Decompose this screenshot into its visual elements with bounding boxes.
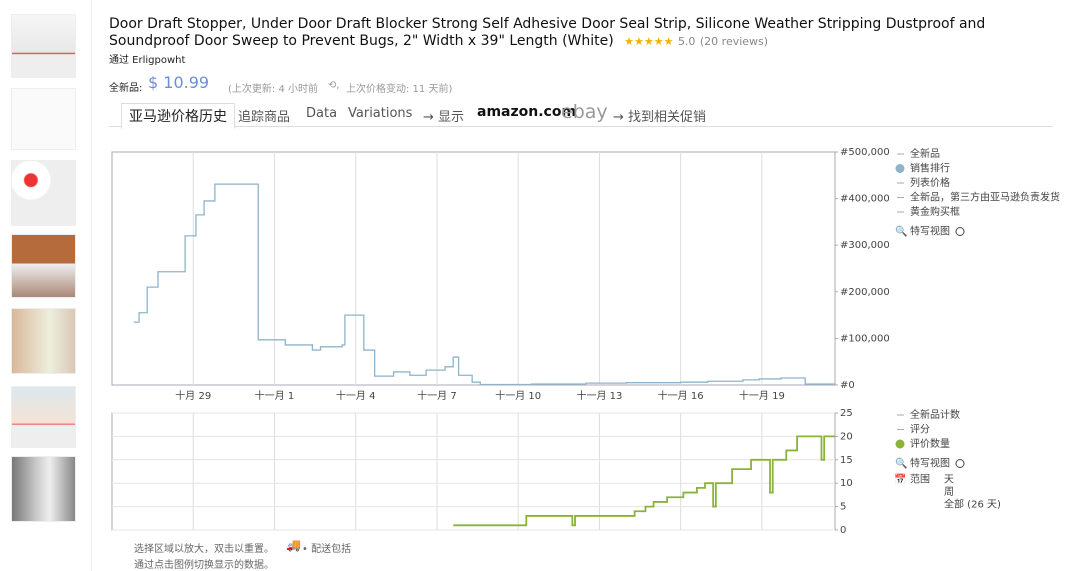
footer-note: • 配送包括	[302, 544, 352, 555]
y-tick-label: 5	[840, 502, 846, 513]
thumbnail[interactable]	[11, 160, 76, 226]
y-tick-label: #500,000	[840, 147, 890, 158]
toggle[interactable]	[955, 459, 965, 468]
closeup-icon: 🔍	[895, 225, 907, 238]
truck-icon: 🚚	[286, 538, 301, 552]
legend-entry[interactable]: 全新品	[910, 147, 940, 160]
y-tick-label: 15	[840, 455, 853, 466]
range-label: 范围	[910, 473, 930, 486]
thumbnail[interactable]	[11, 88, 76, 150]
amazon-link[interactable]: amazon.com	[477, 104, 577, 120]
legend-entry[interactable]: 评分	[910, 424, 930, 436]
legend-entry[interactable]: 销售排行	[910, 162, 950, 175]
rating: 5.0	[677, 35, 696, 48]
legend-entry[interactable]: 评价数量	[910, 437, 950, 450]
legend-dot	[895, 439, 905, 449]
product-title: Door Draft Stopper, Under Door Draft Blo…	[109, 16, 1059, 50]
legend-dot	[895, 164, 905, 173]
tabs: 亚马逊价格历史 追踪商品 Data Variations → 显示 amazon…	[109, 101, 1053, 129]
thumbnail[interactable]	[11, 386, 76, 448]
thumbnail[interactable]	[11, 14, 76, 78]
seller[interactable]: 通过 Erligpowht	[109, 55, 186, 66]
thumbnail[interactable]	[11, 456, 76, 522]
x-tick-label: 十一月 1	[255, 389, 295, 402]
range-option[interactable]: 天	[944, 475, 954, 486]
series-line	[453, 435, 835, 527]
reviews[interactable]: (20 reviews)	[699, 35, 769, 48]
closeup-icon: 🔍	[895, 457, 907, 470]
closeup-toggle[interactable]: 特写视图	[910, 225, 950, 238]
y-tick-label: 20	[840, 431, 853, 442]
tab[interactable]: 追踪商品	[238, 110, 291, 125]
legend-entry[interactable]: 列表价格	[910, 176, 950, 189]
series-line	[133, 183, 835, 386]
x-tick-label: 十一月 7	[417, 389, 457, 402]
x-tick-label: 十月 29	[175, 389, 211, 402]
tab[interactable]: Data	[306, 106, 338, 121]
x-tick-label: 十一月 4	[336, 389, 376, 402]
x-tick-label: 十一月 13	[576, 389, 622, 402]
legend-entry[interactable]: 黄金购买框	[910, 205, 960, 218]
plot-area	[111, 412, 836, 531]
divider	[91, 0, 92, 571]
footer-note: 选择区域以放大，双击以重置。	[134, 544, 274, 555]
plot-area	[111, 151, 836, 386]
stars: ★★★★★	[624, 35, 674, 48]
refresh-icon: ⟲,	[328, 80, 340, 91]
tab[interactable]: 亚马逊价格历史	[121, 103, 235, 129]
y-tick-label: #100,000	[840, 333, 890, 344]
legend-entry[interactable]: 全新品计数	[910, 408, 960, 421]
x-tick-label: 十一月 19	[739, 389, 785, 402]
price-label: 全新品:	[109, 83, 143, 94]
ebay-link[interactable]: ebay	[561, 101, 608, 123]
update: (上次更新: 4 小时前	[228, 84, 318, 95]
range-option[interactable]: 全部 (26 天)	[944, 498, 1001, 511]
y-tick-label: 0	[840, 525, 846, 536]
x-tick-label: 十一月 10	[495, 389, 541, 402]
thumbnail[interactable]	[11, 308, 76, 374]
y-tick-label: #400,000	[840, 194, 890, 205]
y-tick-label: #300,000	[840, 240, 890, 251]
price: $ 10.99	[148, 73, 210, 92]
y-tick-label: #200,000	[840, 287, 890, 298]
tab[interactable]: → 找到相关促销	[613, 110, 707, 125]
tab: → 显示	[423, 110, 465, 125]
x-tick-label: 十一月 16	[658, 389, 704, 402]
price-change: 上次价格变动: 11 天前)	[346, 84, 453, 95]
closeup-toggle[interactable]: 特写视图	[910, 457, 950, 470]
title-text: Door Draft Stopper, Under Door Draft Blo…	[109, 16, 986, 49]
y-tick-label: 10	[840, 478, 853, 489]
legend-entry[interactable]: 全新品，第三方由亚马逊负责发货	[910, 191, 1060, 204]
y-tick-label: #0	[840, 380, 855, 391]
thumbnail[interactable]	[11, 234, 76, 298]
range-option[interactable]: 周	[944, 486, 954, 498]
footer-note: 通过点击图例切换显示的数据。	[134, 560, 274, 571]
toggle[interactable]	[955, 227, 965, 236]
tab[interactable]: Variations	[348, 106, 413, 121]
range-icon: 📅	[894, 473, 906, 486]
y-tick-label: 25	[840, 408, 853, 419]
